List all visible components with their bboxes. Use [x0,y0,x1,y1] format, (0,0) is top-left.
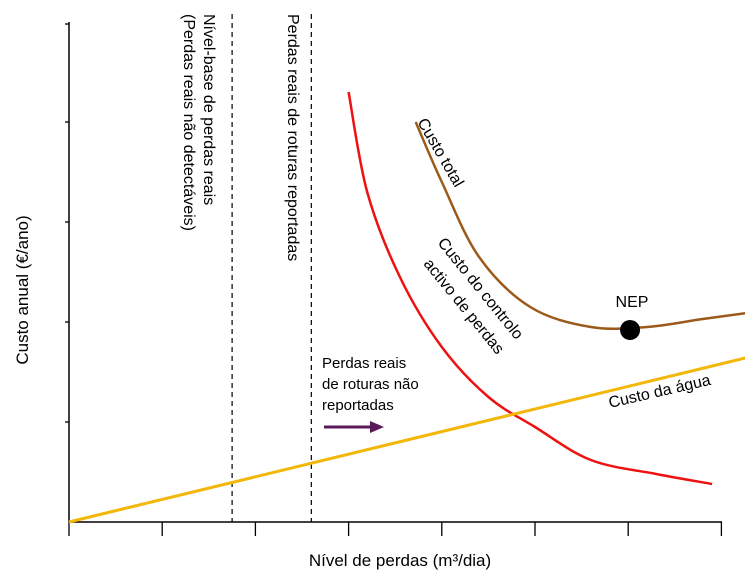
custo-agua-line [68,356,745,524]
vline-1-label-line-1: Nível-base de perdas reais [200,14,217,205]
nep-marker [620,320,641,340]
annotation-line-2: de roturas não [322,376,419,393]
annotation-line-1: Perdas reais [322,355,406,372]
nep-label: NEP [616,294,649,311]
custo-controlo-curve [347,91,713,486]
annotation-arrow [324,421,384,433]
custo-total-curve [414,121,745,331]
vertical-reference-lines [231,14,312,522]
x-axis-title: Nível de perdas (m³/dia) [309,551,491,570]
vline-2-label: Perdas reais de roturas reportadas [284,14,301,261]
y-axis-ticks [65,23,69,423]
curve-series [68,91,745,524]
annotation-line-3: reportadas [322,397,394,414]
vline-1-label-line-2: (Perdas reais não detectáveis) [180,14,197,231]
y-axis-title: Custo anual (€/ano) [13,215,32,364]
x-axis-ticks [68,522,723,536]
